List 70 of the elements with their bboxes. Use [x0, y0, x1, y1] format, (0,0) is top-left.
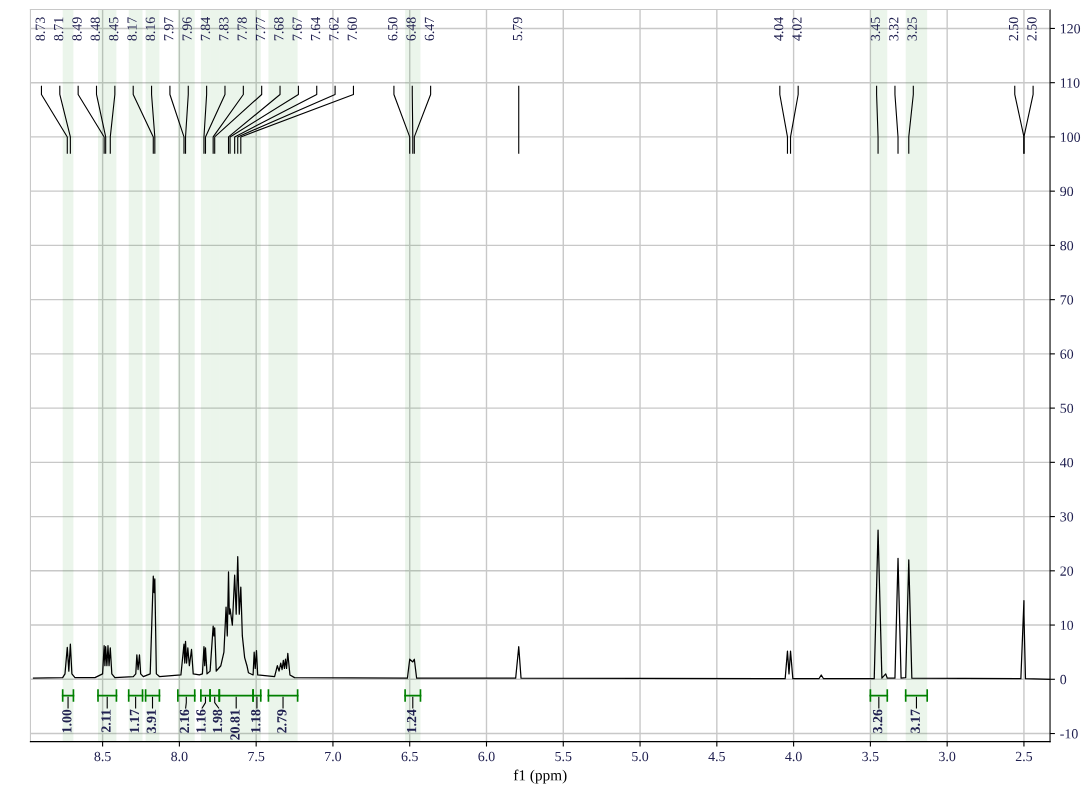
annotation: 7.60	[347, 17, 357, 41]
y-tick-label: 40	[1060, 457, 1074, 468]
x-tick-label: 6.0	[478, 751, 495, 762]
y-tick-label: 70	[1060, 295, 1074, 305]
annotation: 7.64	[310, 17, 321, 41]
band-label: 3.26	[872, 709, 883, 733]
annotation: 7.97	[164, 17, 174, 41]
y-tick-label: 120	[1060, 24, 1081, 34]
x-axis-title: f1 (ppm)	[513, 769, 567, 784]
y-tick-label: 30	[1060, 512, 1074, 522]
x-tick-label: 8.5	[94, 751, 111, 762]
x-tick-label: 7.0	[325, 751, 342, 762]
annotation: 7.78	[237, 17, 247, 41]
y-tick-label: 60	[1060, 349, 1074, 359]
band-label: 2.11	[101, 709, 111, 733]
y-tick-label: 50	[1060, 403, 1074, 414]
band-label: 1.98	[212, 709, 223, 733]
annotation: 8.49	[72, 17, 82, 41]
x-tick-label: 3.5	[862, 751, 879, 762]
y-tick-label: 80	[1060, 240, 1074, 251]
x-tick-label: 3.0	[939, 751, 956, 762]
band-label: 1.00	[62, 709, 72, 733]
annotation: 8.16	[145, 17, 156, 41]
annotation: 3.32	[889, 17, 899, 41]
annotation: 8.71	[53, 17, 64, 41]
band-label: 3.17	[910, 709, 920, 733]
annotation: 5.79	[512, 17, 523, 41]
band-label: 1.17	[129, 709, 140, 733]
annotation: 4.02	[792, 17, 802, 41]
x-tick-label: 6.5	[401, 751, 418, 762]
y-tick-label: 20	[1060, 566, 1074, 576]
annotation: 7.96	[182, 17, 192, 41]
x-tick-label: 2.5	[1015, 751, 1033, 762]
annotation: 7.62	[329, 17, 339, 41]
annotation: 8.45	[108, 17, 119, 41]
y-tick-label: -10	[1060, 729, 1078, 739]
band-label: 1.16	[196, 709, 206, 733]
annotation: 7.68	[274, 17, 284, 41]
band-label: 2.79	[277, 709, 287, 733]
x-tick-label: 8.0	[171, 751, 188, 762]
x-tick-label: 4.0	[785, 751, 802, 762]
annotation: 8.73	[35, 17, 45, 41]
annotation: 2.50	[1008, 17, 1019, 41]
band-label: 2.16	[179, 709, 190, 733]
annotation: 6.50	[388, 17, 398, 41]
annotation: 3.45	[870, 17, 881, 41]
x-tick-label: 4.5	[708, 751, 725, 762]
x-tick-label: 5.5	[555, 751, 572, 762]
annotation: 4.04	[773, 17, 784, 41]
x-tick-label: 7.5	[248, 751, 265, 762]
annotation: 8.48	[90, 17, 101, 41]
y-tick-label: 110	[1060, 78, 1080, 88]
annotation: 2.50	[1027, 17, 1037, 41]
band-label: 3.91	[146, 709, 157, 733]
band-label: 1.18	[251, 709, 261, 733]
annotation: 7.67	[292, 17, 302, 41]
band-label: 1.24	[406, 709, 417, 733]
y-tick-label: 100	[1060, 132, 1081, 142]
annotation: 3.25	[907, 17, 917, 41]
annotation: 8.17	[127, 17, 137, 41]
y-tick-label: 90	[1060, 186, 1074, 197]
annotation: 7.84	[200, 17, 211, 41]
x-tick-label: 5.0	[632, 751, 649, 762]
y-tick-label: 0	[1060, 674, 1067, 685]
annotation: 6.48	[406, 17, 416, 41]
annotation: 7.77	[255, 17, 266, 41]
annotation: 7.83	[219, 17, 229, 41]
y-tick-label: 10	[1060, 620, 1074, 631]
band-label: 20.81	[230, 709, 240, 740]
annotation: 6.47	[424, 17, 435, 41]
